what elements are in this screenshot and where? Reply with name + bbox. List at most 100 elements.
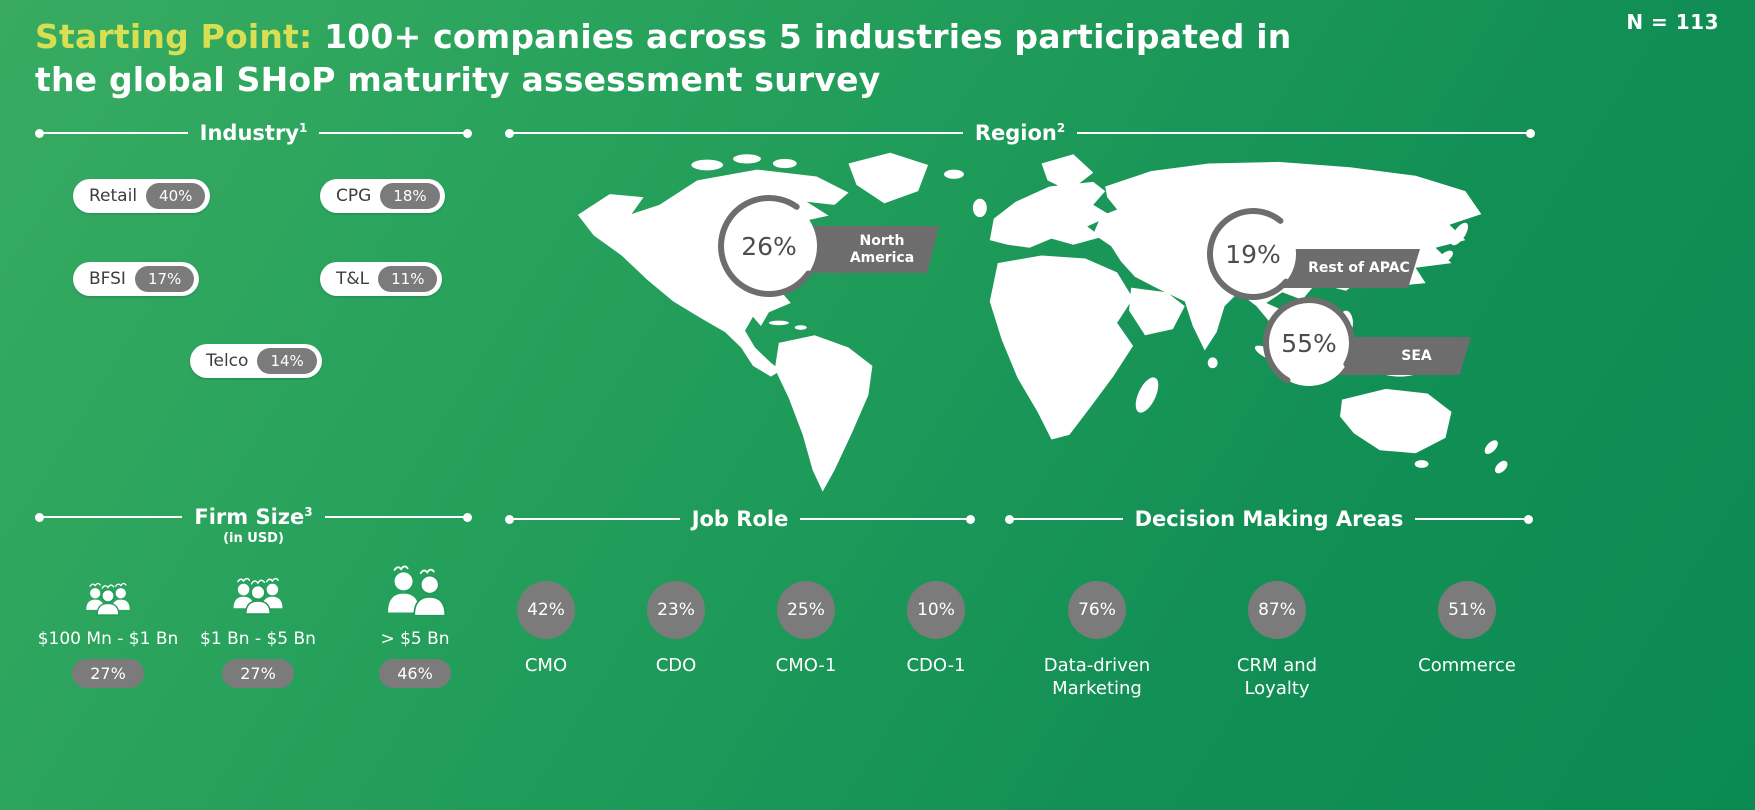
industry-pill-value: 18% (380, 183, 440, 209)
industry-pill-value: 11% (378, 266, 438, 292)
firm-size-value: 27% (222, 659, 294, 688)
industry-pill-label: CPG (336, 186, 372, 206)
header-line (1014, 518, 1123, 520)
job-role-stat-cmo-1: 25% CMO-1 (746, 581, 866, 677)
industry-pill-value: 40% (146, 183, 206, 209)
header-dot-left (35, 512, 44, 522)
region-footnote-marker: 2 (1056, 121, 1066, 135)
job-role-value: 10% (907, 581, 965, 639)
job-role-section-title: Job Role (691, 507, 789, 531)
job-role-value: 25% (777, 581, 835, 639)
firm-size-range-label: > $5 Bn (380, 629, 450, 649)
people-group-icon (86, 582, 130, 616)
job-role-label: CDO (655, 655, 697, 676)
decision-label: Data-driven Marketing (1043, 655, 1151, 700)
page-title: Starting Point: 100+ companies across 5 … (35, 16, 1291, 102)
region-value-rest-of-apac: 19% (1225, 239, 1281, 269)
industry-pill-label: Retail (89, 186, 138, 206)
job-role-section-header: Job Role (505, 507, 975, 531)
industry-pill-bfsi: BFSI 17% (73, 262, 200, 296)
decision-stat-commerce: 51% Commerce (1382, 581, 1552, 677)
header-line (514, 132, 963, 134)
people-group-icon (233, 577, 283, 615)
header-dot-right (966, 514, 975, 524)
header-line (800, 518, 966, 520)
firm-size-unit-note: (in USD) (223, 531, 284, 546)
header-dot-right (1524, 514, 1534, 524)
firm-size-section-header: Firm Size3 (35, 505, 472, 529)
people-group-icon (388, 565, 447, 617)
region-value-sea: 55% (1281, 328, 1337, 358)
title-line-2: the global SHoP maturity assessment surv… (35, 59, 881, 99)
firm-size-footnote-marker: 3 (304, 505, 313, 519)
header-dot-right (463, 128, 473, 138)
industry-pill-label: BFSI (89, 269, 126, 289)
header-dot-left (1005, 514, 1014, 524)
industry-pill-tl: T&L 11% (320, 262, 443, 296)
industry-pill-label: Telco (206, 351, 249, 371)
title-line-1: Starting Point: 100+ companies across 5 … (35, 16, 1291, 59)
firm-size-range-label: $100 Mn - $1 Bn (37, 629, 179, 649)
industry-section-header: Industry1 (35, 121, 473, 145)
job-role-label: CMO-1 (775, 655, 837, 676)
header-line (319, 132, 464, 134)
industry-pill-label: T&L (336, 269, 370, 289)
region-label-north-america: North America (849, 233, 915, 266)
header-line (1077, 132, 1527, 134)
firm-size-section-title: Firm Size3 (182, 505, 324, 529)
industry-pill-value: 17% (134, 266, 195, 292)
header-dot-left (505, 514, 514, 524)
badge-ring-icon (718, 195, 820, 297)
decision-stat-crm-and-loyalty: 87% CRM and Loyalty (1192, 581, 1362, 701)
header-line (324, 516, 463, 518)
firm-size-value: 27% (72, 659, 144, 688)
decision-areas-section-header: Decision Making Areas (1005, 507, 1534, 531)
industry-section-title: Industry1 (188, 121, 320, 145)
decision-value: 76% (1068, 581, 1126, 639)
job-role-label: CDO-1 (906, 655, 966, 676)
world-map (577, 152, 1508, 492)
sample-size-label: N = 113 (1626, 10, 1719, 34)
industry-pill-cpg: CPG 18% (320, 179, 445, 213)
region-value-north-america: 26% (741, 231, 797, 261)
title-rest: 100+ companies across 5 industries parti… (312, 17, 1292, 56)
header-dot-right (1526, 128, 1536, 138)
decision-stat-data-driven-marketing: 76% Data-driven Marketing (1012, 581, 1182, 701)
job-role-value: 23% (647, 581, 705, 639)
firm-size-range-label: $1 Bn - $5 Bn (200, 629, 316, 649)
region-section-label: Region (974, 121, 1057, 145)
region-section-header: Region2 (505, 121, 1536, 145)
region-badge-north-america: 26% (716, 193, 822, 299)
firm-size-group-3: > $5 Bn 46% (332, 552, 498, 688)
job-role-value: 42% (517, 581, 575, 639)
region-badge-sea: 55% (1261, 295, 1357, 391)
header-dot-right (463, 512, 472, 522)
industry-section-label: Industry (199, 121, 299, 145)
header-line (514, 518, 680, 520)
decision-areas-section-title: Decision Making Areas (1134, 507, 1404, 531)
firm-size-group-1: $100 Mn - $1 Bn 27% (28, 552, 188, 688)
firm-size-value: 46% (379, 659, 451, 688)
decision-label: CRM and Loyalty (1236, 655, 1318, 700)
region-section-title: Region2 (963, 121, 1077, 145)
firm-size-group-2: $1 Bn - $5 Bn 27% (178, 552, 338, 688)
firm-size-section-label: Firm Size (194, 505, 305, 529)
industry-footnote-marker: 1 (299, 121, 308, 135)
header-line (44, 516, 183, 518)
job-role-stat-cdo: 23% CDO (616, 581, 736, 677)
header-dot-left (505, 128, 514, 138)
badge-ring-icon (1263, 297, 1355, 389)
region-badge-rest-of-apac: 19% (1205, 206, 1301, 302)
header-line (1415, 518, 1525, 520)
decision-label: Commerce (1418, 655, 1516, 676)
decision-value: 51% (1438, 581, 1496, 639)
region-label-rest-of-apac: Rest of APAC (1308, 260, 1410, 277)
industry-pill-value: 14% (257, 348, 317, 374)
title-highlight: Starting Point: (35, 17, 313, 56)
industry-pill-retail: Retail 40% (73, 179, 211, 213)
job-role-stat-cmo: 42% CMO (486, 581, 606, 677)
job-role-label: CMO (524, 655, 568, 676)
header-dot-left (35, 128, 44, 138)
badge-ring-icon (1207, 208, 1299, 300)
